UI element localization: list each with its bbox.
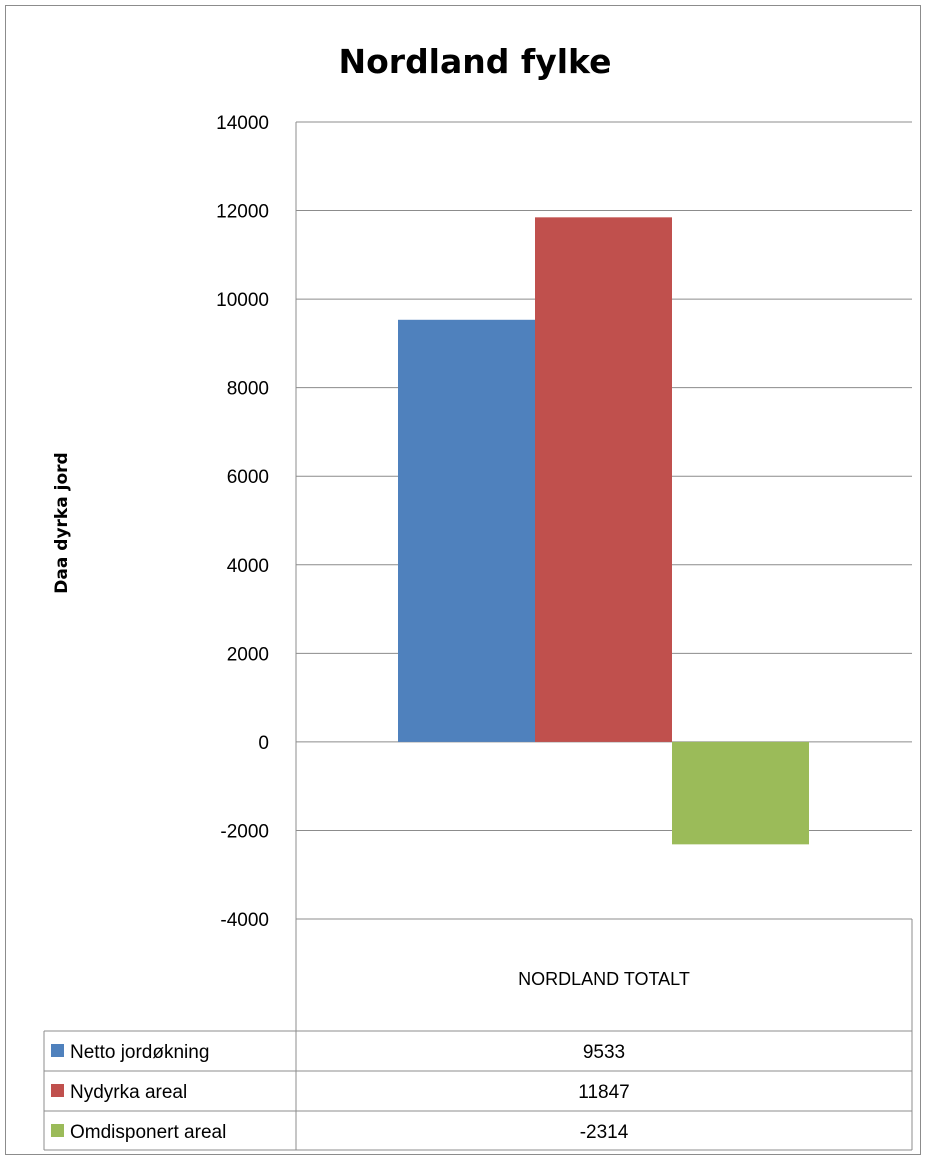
bar <box>398 319 535 742</box>
y-tick-label: 14000 <box>216 113 269 134</box>
data-label: 11847 <box>578 1082 629 1103</box>
chart-title: Nordland fylke <box>339 42 612 81</box>
y-tick-label: -2000 <box>220 821 269 842</box>
legend-label: Omdisponert areal <box>70 1122 226 1143</box>
legend-swatch <box>51 1044 64 1057</box>
y-axis-ticks: 14000 12000 10000 8000 6000 4000 2000 0 -2000 -40… <box>216 113 269 931</box>
y-tick-label: -4000 <box>220 910 269 931</box>
legend-label: Netto jordøkning <box>70 1042 209 1063</box>
category-label: NORDLAND TOTALT <box>518 969 690 989</box>
y-tick-label: 4000 <box>227 556 269 577</box>
bar <box>672 741 809 845</box>
bars <box>398 217 809 845</box>
data-label: -2314 <box>580 1122 629 1143</box>
y-tick-label: 0 <box>258 733 269 754</box>
y-tick-label: 10000 <box>216 290 269 311</box>
chart-frame <box>5 5 921 1155</box>
legend-swatch <box>51 1084 64 1097</box>
bar <box>535 217 672 742</box>
y-tick-label: 2000 <box>227 644 269 665</box>
y-tick-label: 12000 <box>216 202 269 223</box>
y-tick-label: 6000 <box>227 467 269 488</box>
legend-label: Nydyrka areal <box>70 1082 187 1103</box>
y-axis-label: Daa dyrka jord <box>52 452 72 593</box>
data-table: NORDLAND TOTALT Netto jordøkning 9533 Nydyr… <box>43 918 913 1151</box>
y-tick-label: 8000 <box>227 379 269 400</box>
legend-swatch <box>51 1124 64 1137</box>
data-label: 9533 <box>583 1042 625 1063</box>
